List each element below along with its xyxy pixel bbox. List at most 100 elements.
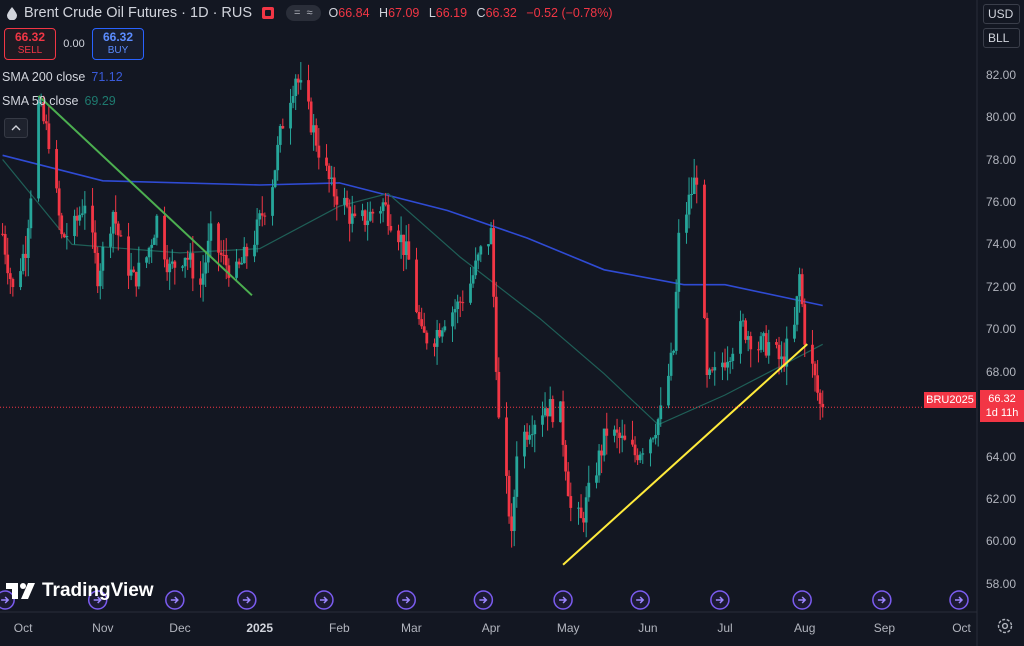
candle (348, 206, 352, 224)
event-marker-icon[interactable] (87, 590, 108, 610)
candle (227, 265, 231, 278)
candle (605, 428, 609, 436)
chart-header: Brent Crude Oil Futures · 1D · RUS = ≈ O… (0, 0, 613, 26)
candle (183, 257, 187, 267)
approx-icon: ≈ (306, 7, 313, 19)
currency-selector[interactable]: USD (983, 4, 1020, 24)
candle (170, 261, 174, 264)
candle (111, 211, 115, 234)
candle (641, 453, 645, 455)
downtrend-line[interactable] (37, 95, 253, 297)
candle (762, 333, 766, 337)
candle (129, 269, 133, 276)
candle (314, 125, 318, 146)
candle (469, 283, 472, 303)
last-price-box: 66.32 1d 11h (980, 390, 1024, 422)
event-marker-icon[interactable] (630, 590, 650, 610)
price-tick-label: 76.00 (986, 194, 1017, 209)
flag-icon[interactable] (262, 7, 275, 19)
buy-price: 66.32 (102, 30, 134, 44)
candle (587, 482, 591, 498)
candle (443, 326, 447, 331)
candle (528, 435, 532, 440)
time-tick-label: May (556, 621, 580, 635)
price-tick-label: 82.00 (986, 67, 1017, 82)
unit-selector[interactable]: BLL (983, 28, 1020, 48)
candle (371, 211, 375, 214)
candle (8, 273, 12, 280)
price-tick-label: 64.00 (986, 449, 1017, 464)
event-marker-icon[interactable] (949, 590, 969, 610)
candle (155, 215, 159, 238)
candle (525, 431, 529, 440)
event-marker-icon[interactable] (165, 590, 185, 610)
candle (335, 196, 339, 205)
candle (546, 408, 550, 417)
sma200-legend[interactable]: SMA 200 close 71.12 (2, 70, 123, 84)
candle (600, 450, 604, 456)
candle (803, 304, 807, 345)
candle (327, 165, 331, 180)
candle (577, 507, 580, 509)
candle (101, 246, 105, 271)
candle (253, 244, 256, 257)
event-marker-arrow (559, 596, 568, 604)
candle (793, 324, 796, 339)
candle (62, 234, 66, 238)
candle (381, 202, 385, 212)
candle (564, 444, 568, 472)
event-marker-arrow (955, 596, 964, 604)
candle (206, 240, 210, 263)
event-marker-icon[interactable] (710, 590, 730, 610)
candle (638, 454, 642, 461)
candle (713, 367, 717, 371)
event-marker-arrow (798, 596, 807, 604)
time-tick-label: Apr (481, 621, 501, 635)
event-marker-icon[interactable] (396, 590, 416, 610)
candle (523, 431, 526, 457)
settings-gear-icon[interactable] (996, 617, 1014, 635)
candle (147, 247, 151, 258)
sma200-name: SMA 200 close (2, 70, 86, 84)
event-marker-icon[interactable] (792, 590, 812, 610)
candle (615, 429, 619, 433)
symbol-title[interactable]: Brent Crude Oil Futures · 1D · RUS (24, 5, 253, 21)
candle (780, 356, 783, 360)
candle (291, 96, 295, 103)
candle (168, 263, 172, 273)
event-marker-icon[interactable] (473, 590, 494, 610)
candle (659, 405, 663, 420)
compare-pill[interactable]: = ≈ (286, 5, 321, 21)
high-key: H (379, 6, 389, 20)
event-marker-icon[interactable] (553, 590, 573, 610)
candle (451, 312, 454, 327)
collapse-legend-button[interactable] (4, 118, 28, 138)
candle (163, 215, 166, 260)
event-marker-icon[interactable] (872, 590, 892, 610)
uptrend-line[interactable] (562, 343, 808, 566)
candle (201, 273, 205, 285)
candle (3, 234, 7, 255)
event-marker-icon[interactable] (314, 590, 334, 610)
candle (345, 197, 349, 207)
candle (510, 516, 514, 532)
candle (65, 236, 69, 238)
buy-button[interactable]: 66.32 BUY (92, 28, 144, 60)
candle (186, 257, 190, 260)
candle (453, 309, 457, 313)
candle (245, 246, 249, 257)
candle (119, 235, 123, 237)
sma50-legend[interactable]: SMA 50 close 69.29 (2, 94, 116, 108)
candle (674, 291, 678, 351)
candle (1, 233, 4, 235)
event-marker-icon[interactable] (237, 590, 257, 610)
ohlc-readout: O66.84 H67.09 L66.19 C66.32 −0.52 (−0.78… (329, 6, 613, 20)
event-marker-icon[interactable] (0, 590, 15, 610)
candle (39, 102, 43, 104)
candle (47, 123, 51, 150)
candle (705, 317, 709, 375)
candle (597, 450, 601, 476)
sell-button[interactable]: 66.32 SELL (4, 28, 56, 60)
candle (237, 261, 241, 265)
